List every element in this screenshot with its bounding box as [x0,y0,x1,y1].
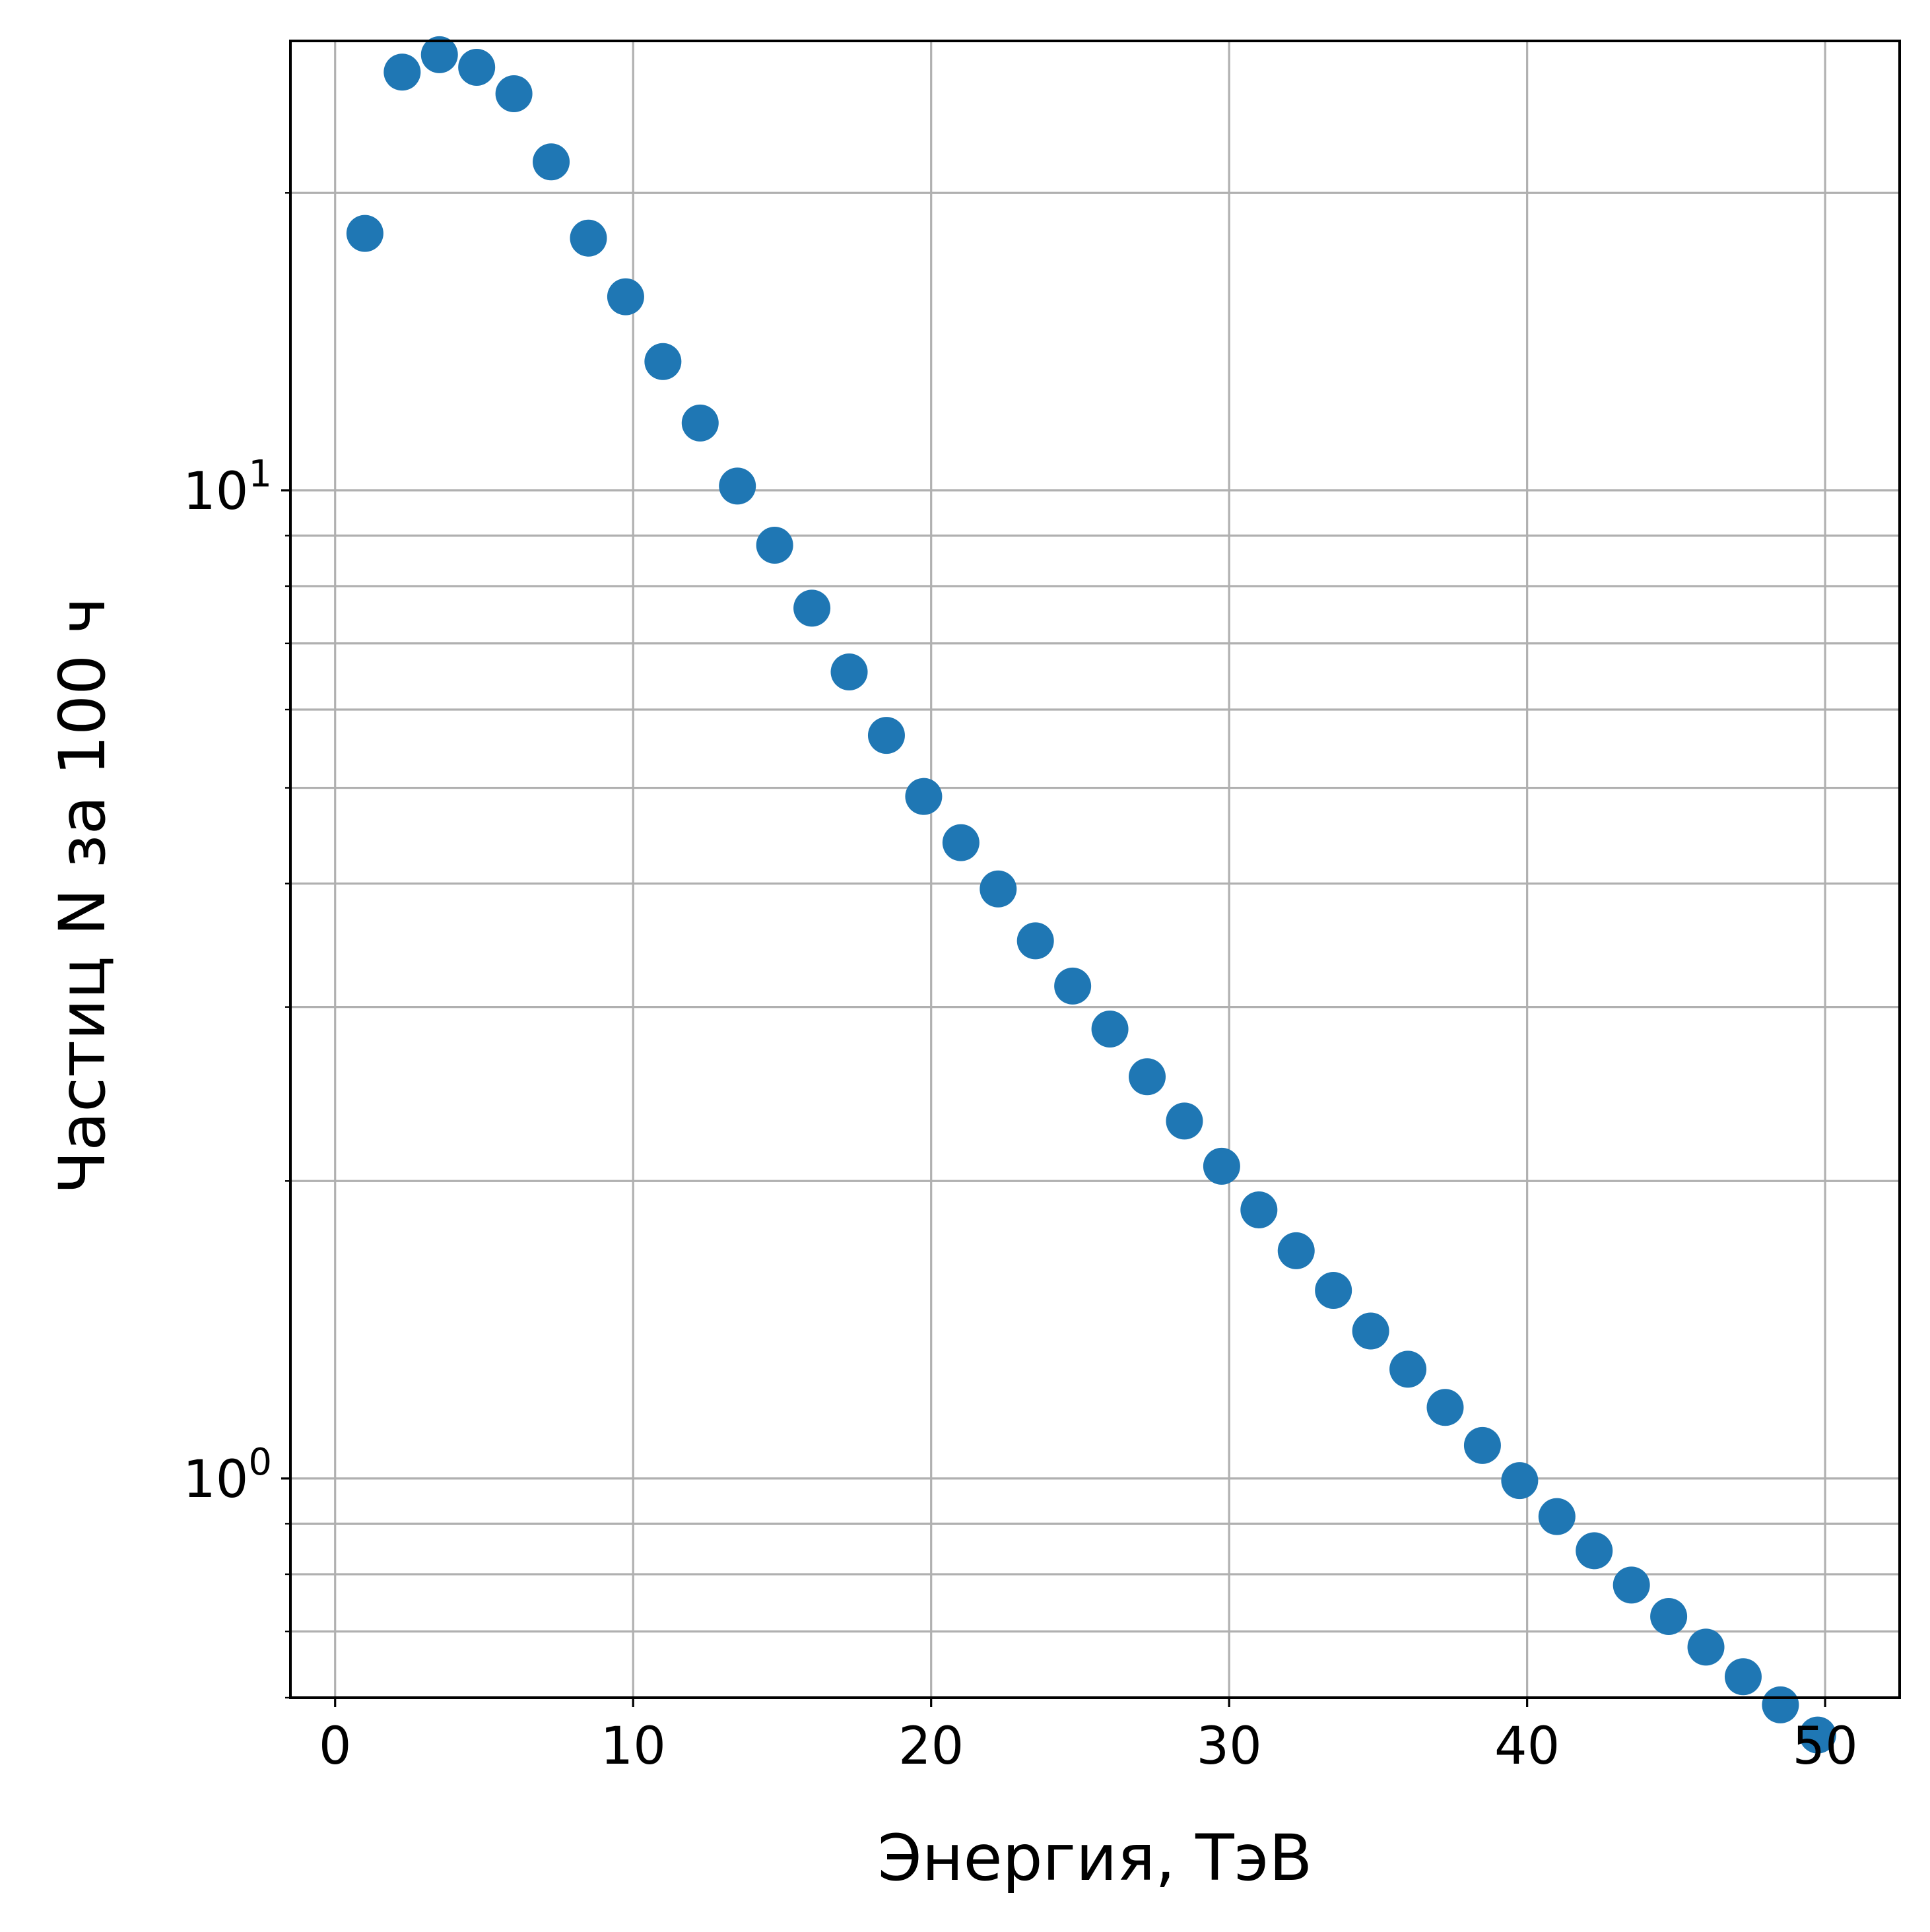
y-axis-label: Частиц N за 100 ч [46,597,119,1195]
data-point [1501,1462,1539,1500]
x-axis-label: Энергия, ТэВ [878,1821,1313,1895]
data-point [1463,1426,1501,1464]
data-point [1426,1389,1464,1426]
y-tick-label: 100 [183,1441,272,1510]
data-point [1016,922,1054,960]
data-point [1240,1191,1278,1228]
data-point [1724,1658,1762,1696]
data-point [570,219,607,257]
data-point [383,53,421,91]
data-point [1799,1716,1836,1754]
data-point [458,48,496,86]
data-point [942,824,980,861]
data-point [867,717,905,754]
data-point [495,75,533,113]
data-point [830,653,868,690]
x-tick-label: 50 [1792,1717,1857,1776]
data-point [1352,1312,1389,1350]
plot-frame [289,40,1901,1699]
x-tick-label: 0 [319,1717,352,1776]
data-point [1613,1566,1650,1604]
data-point [1129,1058,1166,1096]
x-tick-label: 30 [1197,1717,1262,1776]
data-point [719,467,756,505]
data-point [1054,967,1092,1005]
data-point [1538,1498,1576,1535]
data-points [346,36,1836,1754]
data-point [346,215,383,252]
data-point [1650,1597,1688,1635]
x-tick-label: 40 [1494,1717,1560,1776]
data-point [1389,1350,1427,1388]
x-tick-label: 10 [601,1717,666,1776]
data-point [1315,1271,1352,1309]
grid-lines [290,41,1900,1699]
data-point [1203,1147,1240,1185]
data-point [420,36,458,73]
data-point [1687,1628,1725,1666]
data-point [756,527,793,564]
data-point [1762,1686,1799,1723]
data-point [980,870,1017,908]
data-point [607,278,644,316]
data-point [905,778,943,815]
x-tick-label: 20 [898,1717,964,1776]
data-point [1277,1232,1315,1269]
y-tick-label: 101 [183,453,272,521]
data-point [533,143,570,181]
axis-ticks: 0 10 20 30 40 50 100 101 [183,192,1858,1776]
data-point [1091,1010,1129,1048]
data-point [1576,1532,1613,1570]
data-point [1166,1102,1203,1140]
data-point [793,589,831,627]
data-point [681,404,719,442]
data-point [644,343,682,380]
